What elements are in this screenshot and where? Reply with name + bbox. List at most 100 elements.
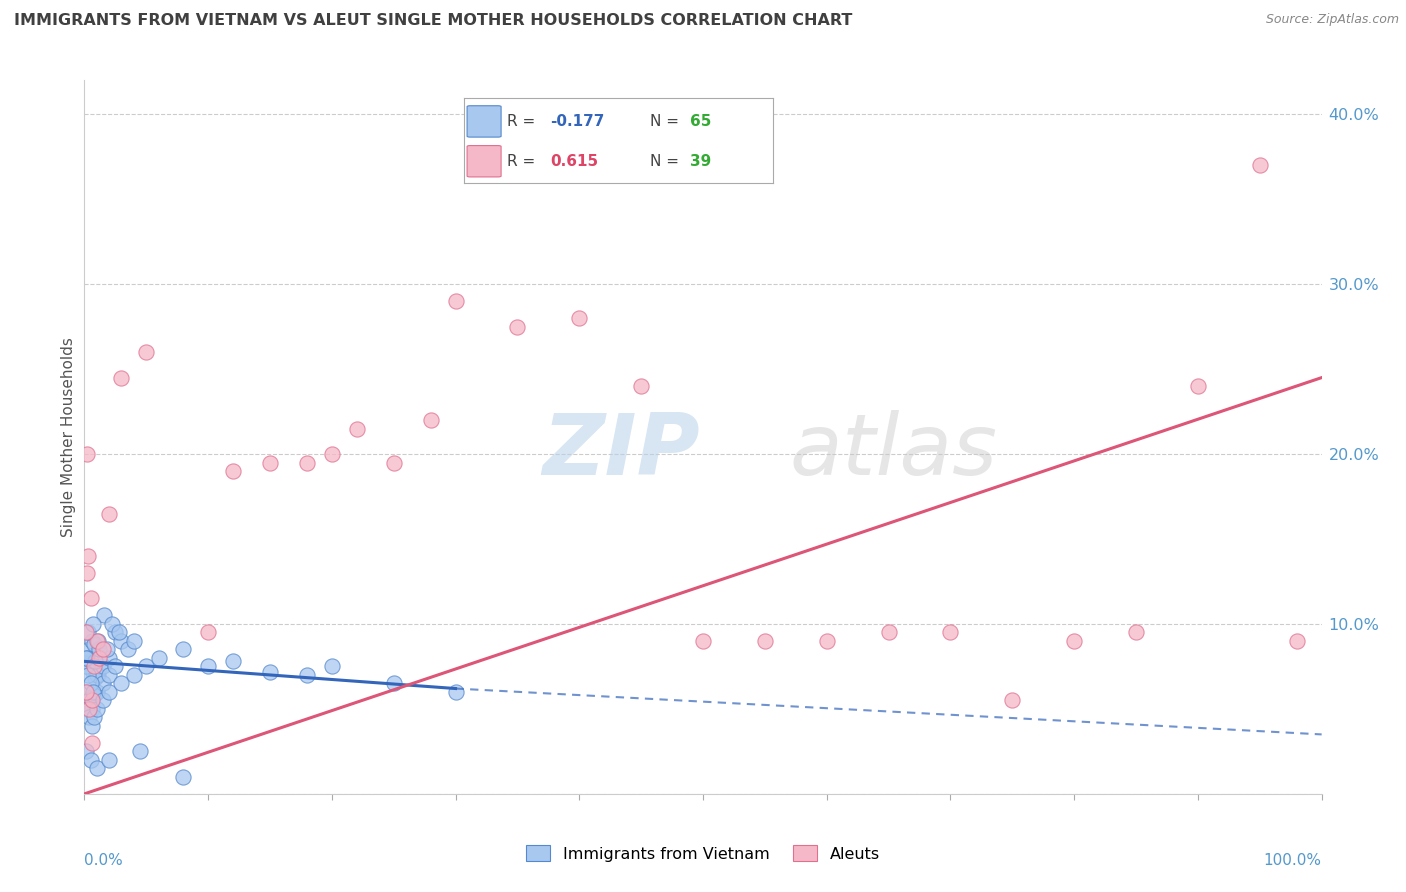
Point xyxy=(77,651,100,665)
Point xyxy=(76,651,98,665)
Point xyxy=(86,702,108,716)
Point xyxy=(110,634,132,648)
Point xyxy=(98,753,121,767)
Point xyxy=(1125,625,1147,640)
Point xyxy=(172,642,194,657)
Point xyxy=(1001,693,1024,707)
Point xyxy=(87,668,110,682)
Text: 0.0%: 0.0% xyxy=(84,854,124,868)
Point xyxy=(98,507,121,521)
Point xyxy=(1187,379,1209,393)
Point xyxy=(76,685,98,699)
Text: 0.615: 0.615 xyxy=(551,154,599,169)
Point xyxy=(87,634,110,648)
Text: R =: R = xyxy=(508,114,540,129)
Point xyxy=(80,693,103,707)
Text: 65: 65 xyxy=(690,114,711,129)
Text: 100.0%: 100.0% xyxy=(1264,854,1322,868)
Point xyxy=(122,634,145,648)
Point xyxy=(939,625,962,640)
Text: R =: R = xyxy=(508,154,546,169)
Point xyxy=(98,685,121,699)
Point xyxy=(82,617,104,632)
Point xyxy=(346,421,368,435)
Point xyxy=(77,625,100,640)
Point xyxy=(259,665,281,679)
Point xyxy=(89,659,111,673)
Point xyxy=(91,676,114,690)
Point xyxy=(86,685,108,699)
Point xyxy=(100,617,122,632)
Point xyxy=(79,591,101,606)
Point xyxy=(110,370,132,384)
Point xyxy=(444,685,467,699)
Point xyxy=(83,689,105,703)
Legend: Immigrants from Vietnam, Aleuts: Immigrants from Vietnam, Aleuts xyxy=(519,838,887,868)
Point xyxy=(630,379,652,393)
Point xyxy=(76,702,98,716)
Point xyxy=(75,744,97,758)
Point xyxy=(1063,634,1085,648)
Point xyxy=(148,651,170,665)
Point xyxy=(77,549,100,563)
Point xyxy=(135,345,157,359)
Point xyxy=(79,702,101,716)
Point xyxy=(91,693,114,707)
Text: N =: N = xyxy=(650,154,683,169)
Point xyxy=(80,702,103,716)
Point xyxy=(692,634,714,648)
Point xyxy=(80,736,103,750)
Point xyxy=(93,608,115,623)
Point xyxy=(83,710,105,724)
Text: IMMIGRANTS FROM VIETNAM VS ALEUT SINGLE MOTHER HOUSEHOLDS CORRELATION CHART: IMMIGRANTS FROM VIETNAM VS ALEUT SINGLE … xyxy=(14,13,852,29)
Point xyxy=(321,659,343,673)
Point xyxy=(83,659,105,673)
Text: 39: 39 xyxy=(690,154,711,169)
Point xyxy=(96,642,118,657)
Point xyxy=(382,456,405,470)
Point xyxy=(79,642,101,657)
Point xyxy=(80,634,103,648)
Point xyxy=(122,668,145,682)
Point xyxy=(754,634,776,648)
Point xyxy=(1249,158,1271,172)
Point xyxy=(104,625,127,640)
Point xyxy=(98,668,121,682)
Point xyxy=(76,659,98,673)
Point xyxy=(86,668,108,682)
Point xyxy=(815,634,838,648)
Point xyxy=(80,719,103,733)
Point xyxy=(79,693,101,707)
Point xyxy=(86,634,108,648)
Y-axis label: Single Mother Households: Single Mother Households xyxy=(60,337,76,537)
Point xyxy=(419,413,441,427)
Point xyxy=(75,625,97,640)
Point xyxy=(295,456,318,470)
Point xyxy=(84,671,107,685)
Point xyxy=(129,744,152,758)
Point xyxy=(98,651,121,665)
Point xyxy=(84,654,107,668)
Point xyxy=(1285,634,1308,648)
Point xyxy=(82,665,104,679)
Point xyxy=(382,676,405,690)
Point xyxy=(86,761,108,775)
Point xyxy=(259,456,281,470)
Point xyxy=(82,685,104,699)
Text: atlas: atlas xyxy=(790,409,998,493)
Point xyxy=(75,659,97,673)
Point xyxy=(321,447,343,461)
Point xyxy=(83,637,105,651)
Point xyxy=(89,651,111,665)
Text: ZIP: ZIP xyxy=(543,409,700,493)
Point xyxy=(172,770,194,784)
Point xyxy=(110,676,132,690)
Point xyxy=(444,294,467,309)
Point xyxy=(568,311,591,326)
FancyBboxPatch shape xyxy=(467,106,501,137)
Point xyxy=(295,668,318,682)
Point xyxy=(89,642,111,657)
Point xyxy=(91,659,114,673)
Point xyxy=(75,685,97,699)
Point xyxy=(91,642,114,657)
